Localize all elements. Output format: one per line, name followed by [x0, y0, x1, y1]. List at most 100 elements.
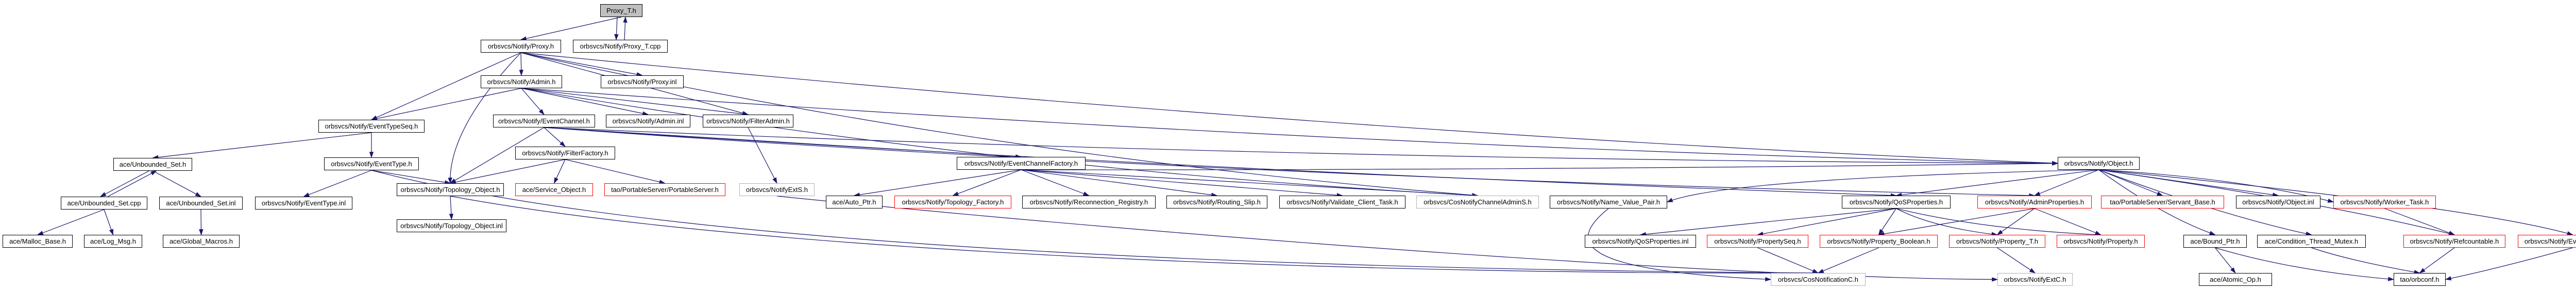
graph-edge-ctm-orbconf: [2311, 247, 2420, 275]
graph-edge-admin_h-filteradmin: [521, 88, 749, 116]
graph-node-nvp[interactable]: orbsvcs/Notify/Name_Value_Pair.h: [1550, 196, 1667, 208]
graph-node-propt[interactable]: orbsvcs/Notify/Property_T.h: [1949, 235, 2045, 248]
graph-node-prop[interactable]: orbsvcs/Notify/Property.h: [2057, 235, 2145, 248]
graph-node-label: orbsvcs/Notify/AdminProperties.h: [1985, 198, 2084, 206]
graph-edge-adminprops-propbool: [1878, 208, 2035, 236]
graph-node-propbool[interactable]: orbsvcs/Notify/Property_Boolean.h: [1820, 235, 1938, 248]
graph-node-label: ace/Malloc_Base.h: [9, 237, 66, 245]
graph-node-label: orbsvcs/Notify/Object.h: [2064, 159, 2133, 167]
graph-node-ec[interactable]: orbsvcs/Notify/EventChannel.h: [493, 115, 595, 127]
graph-node-worker[interactable]: orbsvcs/Notify/Worker_Task.h: [2333, 196, 2436, 208]
graph-node-label: orbsvcs/Notify/Proxy_T.cpp: [580, 42, 661, 50]
graph-node-admin_h[interactable]: orbsvcs/Notify/Admin.h: [481, 75, 562, 88]
graph-node-label: tao/PortableServer/PortableServer.h: [611, 186, 719, 194]
graph-node-label: ace/Global_Macros.h: [170, 237, 233, 245]
graph-edge-admin_h-ec: [521, 88, 545, 115]
graph-edge-ecf-topofact: [952, 169, 1022, 196]
graph-node-validate[interactable]: orbsvcs/Notify/Validate_Client_Task.h: [1279, 196, 1405, 208]
graph-node-label: orbsvcs/Notify/Event_Manager.h: [2524, 237, 2576, 245]
graph-edge-adminprops-propt: [1996, 208, 2035, 235]
graph-edge-topo-cosnc: [450, 196, 1819, 276]
graph-node-ets[interactable]: orbsvcs/Notify/EventTypeSeq.h: [318, 120, 425, 133]
graph-node-qosinl[interactable]: orbsvcs/Notify/QoSProperties.inl: [1585, 235, 1696, 248]
graph-node-reconn[interactable]: orbsvcs/Notify/Reconnection_Registry.h: [1022, 196, 1156, 208]
graph-node-usinl[interactable]: ace/Unbounded_Set.inl: [159, 197, 243, 210]
graph-edge-proxy_t-proxy_h: [520, 17, 622, 41]
graph-node-orbconf[interactable]: tao/orbconf.h: [2394, 273, 2446, 286]
graph-edge-admin_h-admin_inl: [521, 88, 649, 116]
graph-edge-qos-propseq: [1757, 208, 1896, 236]
graph-node-proxy_h[interactable]: orbsvcs/Notify/Proxy.h: [481, 40, 561, 53]
graph-edge-proxy_h-proxy_inl: [520, 52, 643, 77]
graph-node-label: orbsvcs/Notify/Refcountable.h: [2410, 237, 2499, 245]
graph-node-label: orbsvcs/Notify/Proxy.inl: [607, 78, 677, 86]
graph-node-ush[interactable]: ace/Unbounded_Set.h: [113, 158, 192, 171]
graph-node-topoinl[interactable]: orbsvcs/Notify/Topology_Object.inl: [397, 219, 506, 232]
graph-edge-obj-servantbase: [2098, 169, 2163, 196]
graph-edge-obj-adminprops: [2033, 169, 2099, 196]
graph-node-label: tao/orbconf.h: [2400, 276, 2439, 283]
graph-node-proxy_t_cpp[interactable]: orbsvcs/Notify/Proxy_T.cpp: [573, 40, 668, 53]
graph-edge-boundptr-atomic: [2215, 247, 2236, 274]
graph-edge-boundptr-orbconf: [2215, 247, 2395, 281]
graph-node-logmsg[interactable]: ace/Log_Msg.h: [84, 235, 142, 248]
graph-node-atomic[interactable]: ace/Atomic_Op.h: [2199, 273, 2272, 286]
graph-edge-ec-qos: [544, 127, 1897, 198]
graph-node-malloc[interactable]: ace/Malloc_Base.h: [3, 235, 73, 248]
graph-node-obj[interactable]: orbsvcs/Notify/Object.h: [2058, 157, 2140, 170]
graph-node-adminprops[interactable]: orbsvcs/Notify/AdminProperties.h: [1977, 196, 2092, 208]
graph-node-topo[interactable]: orbsvcs/Notify/Topology_Object.h: [397, 183, 504, 196]
graph-node-qos[interactable]: orbsvcs/Notify/QoSProperties.h: [1842, 196, 1951, 208]
graph-edge-qos-propbool: [1878, 208, 1896, 235]
graph-edge-proxy_t-proxy_t_cpp: [614, 17, 619, 41]
graph-node-globalm[interactable]: ace/Global_Macros.h: [163, 235, 240, 248]
graph-node-ps[interactable]: tao/PortableServer/PortableServer.h: [604, 183, 725, 196]
graph-node-evmgr[interactable]: orbsvcs/Notify/Event_Manager.h: [2518, 235, 2576, 248]
graph-node-filteradmin[interactable]: orbsvcs/Notify/FilterAdmin.h: [703, 115, 793, 127]
graph-node-et[interactable]: orbsvcs/Notify/EventType.h: [324, 157, 419, 170]
graph-node-topofact[interactable]: orbsvcs/Notify/Topology_Factory.h: [894, 196, 1011, 208]
graph-node-propseq[interactable]: orbsvcs/Notify/PropertySeq.h: [1707, 235, 1808, 248]
graph-edge-ecf-validate: [1021, 169, 1343, 198]
graph-node-ccas[interactable]: orbsvcs/CosNotifyChannelAdminS.h: [1416, 196, 1539, 208]
graph-edge-proxy_h-topo: [448, 52, 521, 184]
graph-edge-filteradmin-nes: [748, 127, 777, 184]
graph-edge-nvp-cosnc: [1588, 208, 1772, 282]
graph-edge-nes-nec: [776, 196, 1998, 282]
graph-node-ff[interactable]: orbsvcs/Notify/FilterFactory.h: [515, 147, 615, 159]
graph-node-ctm[interactable]: ace/Condition_Thread_Mutex.h: [2257, 235, 2366, 248]
graph-edge-ecf-autoptr: [853, 169, 1022, 197]
graph-node-proxy_inl[interactable]: orbsvcs/Notify/Proxy.inl: [601, 75, 684, 88]
graph-edge-propseq-cosnc: [1757, 247, 1819, 274]
graph-node-nes[interactable]: orbsvcs/NotifyExtS.h: [739, 183, 815, 196]
graph-node-label: orbsvcs/Notify/Routing_Slip.h: [1173, 198, 1261, 206]
graph-node-label: ace/Unbounded_Set.inl: [166, 199, 236, 207]
graph-edge-propt-nec: [1997, 247, 2036, 274]
graph-edge-proxy_t_cpp-proxy_t: [623, 16, 628, 40]
graph-node-label: orbsvcs/Notify/Reconnection_Registry.h: [1029, 198, 1148, 206]
graph-edge-ec-ff: [544, 127, 566, 147]
graph-node-routing[interactable]: orbsvcs/Notify/Routing_Slip.h: [1166, 196, 1267, 208]
graph-edge-proxy_h-obj: [520, 52, 2059, 166]
graph-node-admin_inl[interactable]: orbsvcs/Notify/Admin.inl: [606, 115, 690, 127]
graph-edge-ec-topo: [449, 127, 545, 184]
graph-edge-uscpp-ush: [107, 170, 157, 197]
graph-node-refc[interactable]: orbsvcs/Notify/Refcountable.h: [2403, 235, 2505, 248]
graph-node-ecf[interactable]: orbsvcs/Notify/EventChannelFactory.h: [957, 157, 1086, 170]
graph-node-nec[interactable]: orbsvcs/NotifyExtC.h: [1997, 273, 2073, 286]
graph-node-uscpp[interactable]: ace/Unbounded_Set.cpp: [61, 197, 147, 210]
graph-node-label: orbsvcs/NotifyExtS.h: [746, 186, 808, 194]
graph-node-label: ace/Unbounded_Set.cpp: [67, 199, 141, 207]
graph-node-cosnc[interactable]: orbsvcs/CosNotificationC.h: [1771, 273, 1866, 286]
graph-node-etinl[interactable]: orbsvcs/Notify/EventType.inl: [255, 197, 352, 210]
graph-node-objinl[interactable]: orbsvcs/Notify/Object.inl: [2236, 196, 2320, 208]
graph-node-label: orbsvcs/Notify/FilterFactory.h: [522, 149, 608, 157]
graph-node-autoptr[interactable]: ace/Auto_Ptr.h: [826, 196, 883, 208]
graph-node-servantbase[interactable]: tao/PortableServer/Servant_Base.h: [2101, 196, 2224, 208]
graph-node-servobj[interactable]: ace/Service_Object.h: [515, 183, 593, 196]
graph-node-label: orbsvcs/Notify/Topology_Object.inl: [400, 222, 503, 230]
graph-edge-qos-propt: [1896, 208, 1998, 236]
graph-edge-et-topo: [371, 170, 451, 185]
graph-node-boundptr[interactable]: ace/Bound_Ptr.h: [2183, 235, 2247, 248]
graph-node-proxy_t[interactable]: Proxy_T.h: [600, 4, 642, 17]
